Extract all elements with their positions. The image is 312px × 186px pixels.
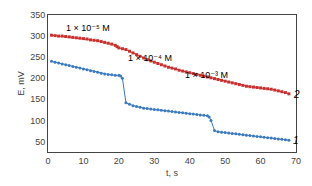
svg-text:10: 10 (78, 156, 88, 166)
svg-text:350: 350 (30, 10, 45, 20)
svg-text:250: 250 (30, 52, 45, 62)
svg-text:50: 50 (220, 156, 230, 166)
svg-text:0: 0 (45, 156, 50, 166)
svg-text:1 × 10⁻³ M: 1 × 10⁻³ M (185, 70, 228, 80)
svg-text:70: 70 (291, 156, 301, 166)
svg-text:200: 200 (30, 73, 45, 83)
svg-text:60: 60 (256, 156, 266, 166)
svg-text:300: 300 (30, 31, 45, 41)
svg-text:20: 20 (114, 156, 124, 166)
svg-text:1: 1 (293, 135, 299, 146)
svg-text:2: 2 (293, 89, 300, 100)
svg-text:100: 100 (30, 116, 45, 126)
svg-text:50: 50 (35, 137, 45, 147)
svg-text:30: 30 (149, 156, 159, 166)
svg-text:40: 40 (185, 156, 195, 166)
svg-text:1 × 10⁻⁵ M: 1 × 10⁻⁵ M (66, 23, 110, 33)
svg-text:1 × 10⁻⁴ M: 1 × 10⁻⁴ M (128, 53, 172, 63)
svg-text:E, mV: E, mV (16, 71, 26, 96)
svg-text:t, s: t, s (166, 168, 179, 178)
svg-text:150: 150 (30, 94, 45, 104)
